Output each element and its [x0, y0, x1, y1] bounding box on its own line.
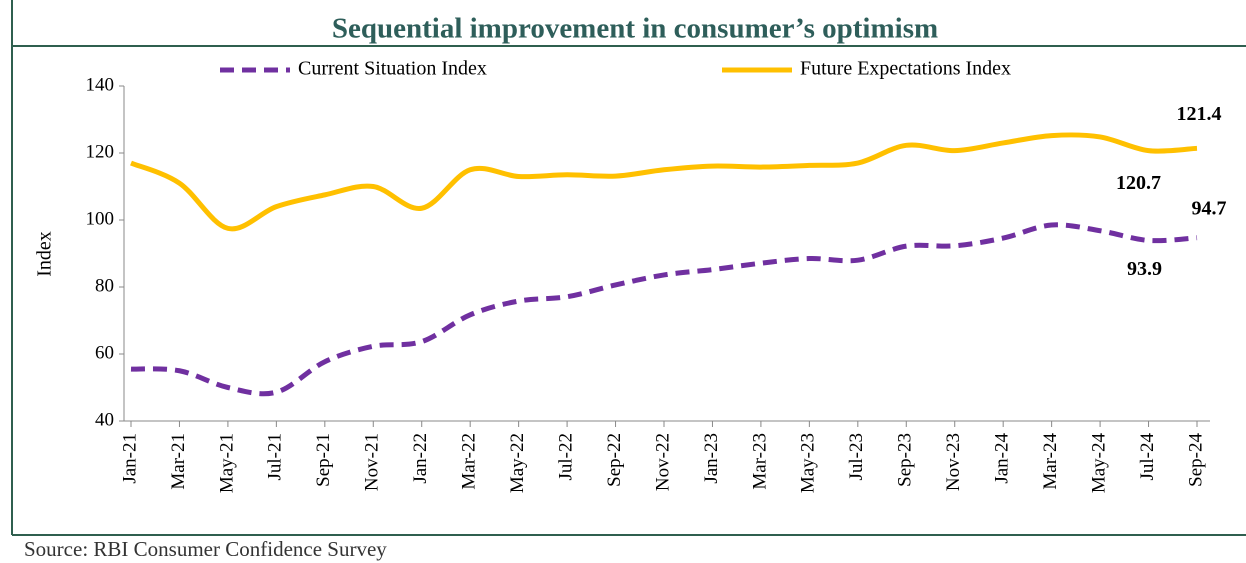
- x-tick-label: Nov-22: [652, 433, 673, 491]
- series-line: [130, 132, 1198, 232]
- x-tick-label: Jan-22: [410, 433, 431, 484]
- y-tick-label: 120: [86, 141, 115, 162]
- x-tick-label: Sep-21: [313, 433, 334, 487]
- data-label: 94.7: [1192, 197, 1227, 219]
- y-tick-label: 140: [86, 74, 115, 95]
- x-tick-label: Jan-21: [119, 433, 140, 484]
- source: Source: RBI Consumer Confidence Survey: [24, 537, 387, 561]
- x-tick-label: Jul-24: [1137, 433, 1158, 481]
- data-label: 93.9: [1127, 258, 1162, 280]
- data-label: 121.4: [1177, 103, 1222, 125]
- x-tick-label: Jul-23: [846, 433, 867, 481]
- x-tick-label: Mar-24: [1040, 433, 1061, 490]
- y-tick-label: 40: [95, 409, 114, 430]
- x-tick-label: Mar-22: [459, 433, 480, 490]
- y-axis-label: Index: [34, 231, 56, 277]
- x-tick-label: Jan-24: [992, 433, 1013, 484]
- x-tick-label: Nov-23: [943, 433, 964, 491]
- x-tick-label: Jul-21: [265, 433, 286, 481]
- x-tick-label: Mar-21: [168, 433, 189, 490]
- x-tick-label: Mar-23: [749, 433, 770, 490]
- x-tick-label: Jul-22: [555, 433, 576, 481]
- x-tick-label: May-24: [1088, 433, 1109, 494]
- chart-title: Sequential improvement in consumer’s opt…: [332, 13, 938, 45]
- x-tick-label: May-21: [216, 433, 237, 493]
- data-label: 120.7: [1116, 172, 1161, 194]
- x-tick-label: Sep-22: [604, 433, 625, 487]
- x-tick-label: Sep-24: [1185, 433, 1206, 487]
- x-tick-label: Sep-23: [895, 433, 916, 487]
- x-tick-label: May-23: [798, 433, 819, 493]
- y-tick-label: 100: [86, 208, 115, 229]
- x-tick-label: May-22: [507, 433, 528, 493]
- x-tick-label: Nov-21: [362, 433, 383, 491]
- y-tick-label: 80: [95, 275, 114, 296]
- legend-label: Current Situation Index: [298, 58, 487, 80]
- legend-label: Future Expectations Index: [800, 58, 1011, 80]
- y-tick-label: 60: [95, 342, 114, 363]
- series-line: [130, 222, 1198, 397]
- x-tick-label: Jan-23: [701, 433, 722, 484]
